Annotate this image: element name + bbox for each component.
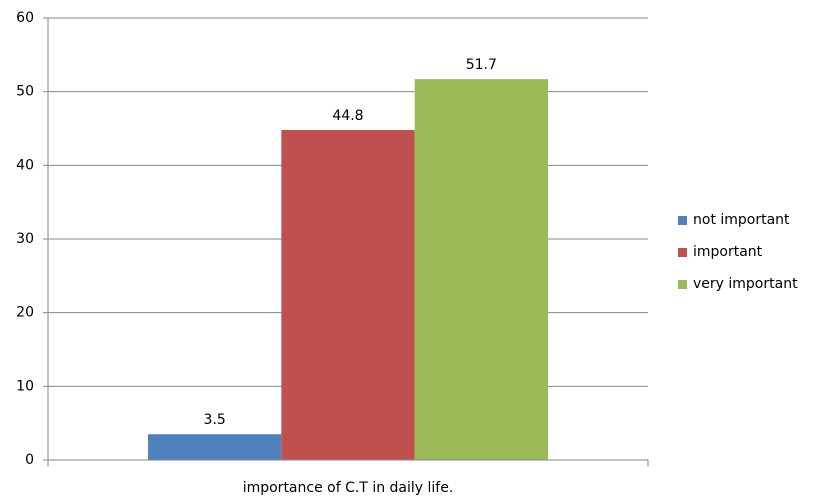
data-label: 51.7: [466, 57, 497, 73]
bar: [414, 79, 548, 460]
y-tick-label: 10: [16, 378, 34, 394]
y-tick-label: 60: [16, 10, 34, 26]
y-tick-label: 20: [16, 305, 34, 321]
y-tick-label: 30: [16, 231, 34, 247]
legend-label: important: [693, 244, 763, 260]
y-tick-label: 50: [16, 84, 34, 100]
legend-swatch: [678, 248, 687, 257]
bar: [148, 434, 282, 460]
y-tick-label: 40: [16, 157, 34, 173]
legend-label: not important: [693, 212, 790, 228]
x-tick-label: importance of C.T in daily life.: [243, 480, 454, 496]
legend-swatch: [678, 280, 687, 289]
data-label: 3.5: [204, 412, 226, 428]
bar: [281, 129, 415, 460]
legend-swatch: [678, 216, 687, 225]
legend-label: very important: [693, 276, 798, 292]
data-label: 44.8: [332, 108, 363, 124]
y-tick-label: 0: [25, 452, 34, 468]
